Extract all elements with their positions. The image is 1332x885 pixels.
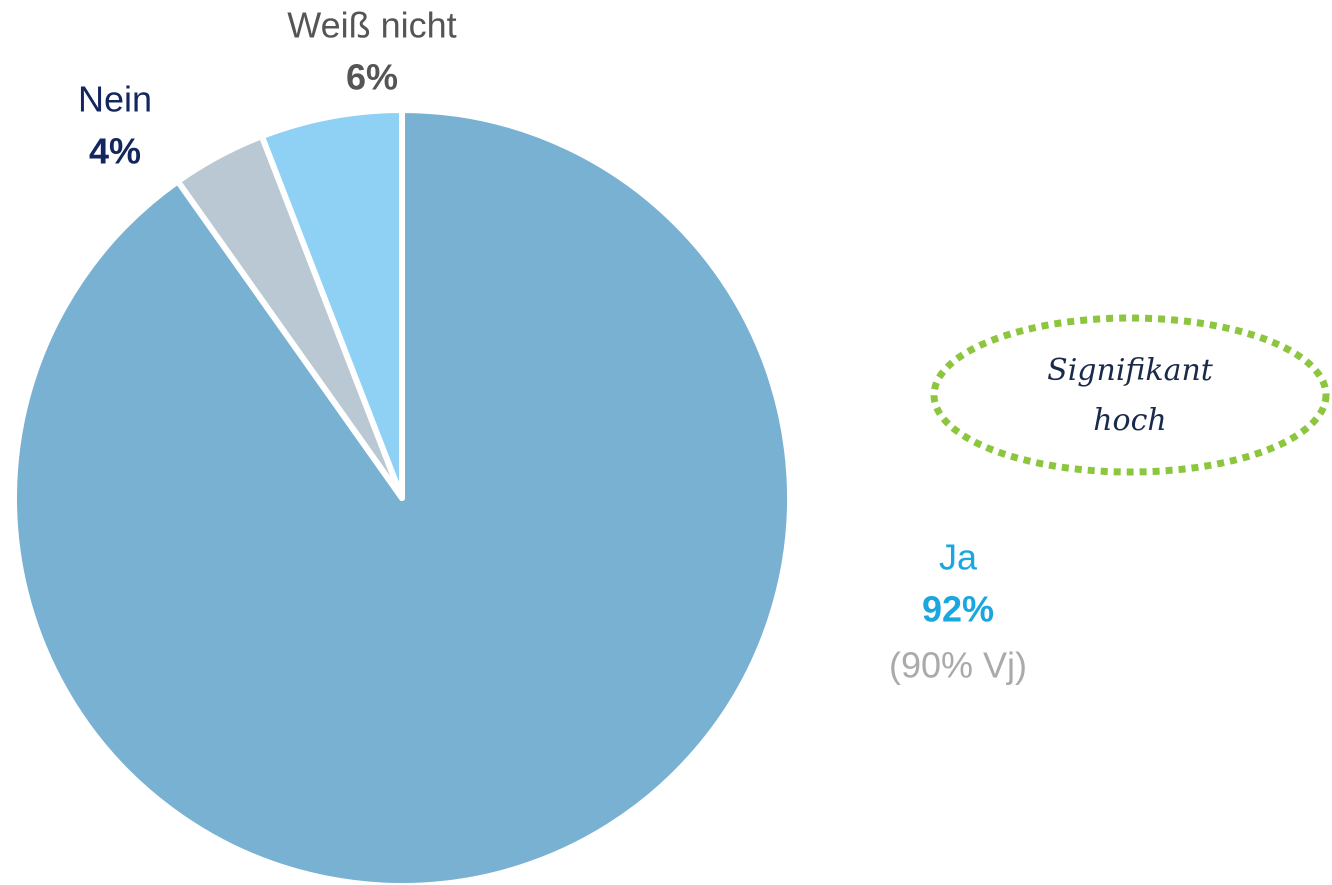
- annotation: (90% Vj): [889, 645, 1027, 686]
- slice-label: Nein: [78, 79, 152, 120]
- value-label: 92%: [922, 589, 994, 630]
- value-label: 6%: [346, 57, 398, 98]
- callout-text: Signifikant: [1047, 353, 1214, 388]
- callout-text: hoch: [1093, 403, 1167, 438]
- value-label: 4%: [89, 131, 141, 172]
- pie-slice: [258, 107, 405, 501]
- callout-ellipse: [930, 314, 1330, 476]
- slice-label: Ja: [939, 537, 978, 578]
- slice-label: Weiß nicht: [287, 5, 456, 46]
